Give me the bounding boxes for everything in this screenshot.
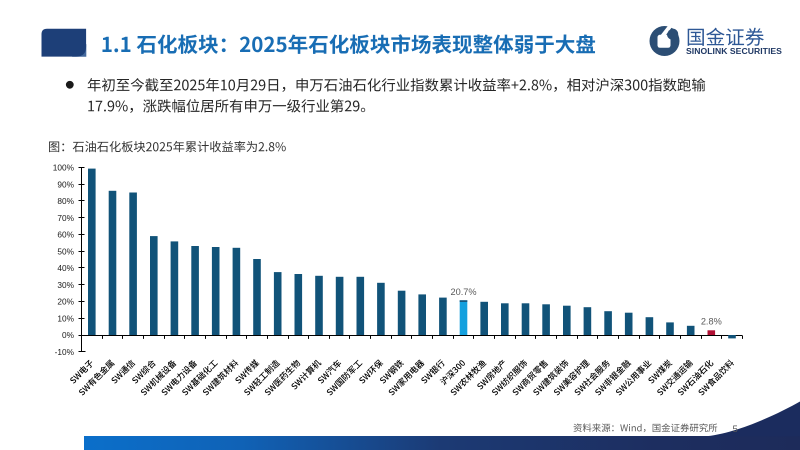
svg-text:20.7%: 20.7%: [450, 287, 476, 297]
svg-text:-10%: -10%: [55, 347, 75, 357]
svg-text:60%: 60%: [57, 230, 74, 240]
svg-text:0%: 0%: [62, 330, 75, 340]
svg-text:80%: 80%: [57, 196, 74, 206]
svg-text:40%: 40%: [57, 263, 74, 273]
svg-text:100%: 100%: [53, 163, 75, 173]
svg-text:SINOLINK SECURITIES: SINOLINK SECURITIES: [686, 46, 782, 56]
svg-text:50%: 50%: [57, 246, 74, 256]
svg-text:10%: 10%: [57, 313, 74, 323]
svg-text:90%: 90%: [57, 179, 74, 189]
svg-text:30%: 30%: [57, 280, 74, 290]
svg-text:5: 5: [733, 424, 738, 435]
svg-text:2.8%: 2.8%: [701, 317, 722, 327]
svg-text:20%: 20%: [57, 297, 74, 307]
svg-text:70%: 70%: [57, 213, 74, 223]
